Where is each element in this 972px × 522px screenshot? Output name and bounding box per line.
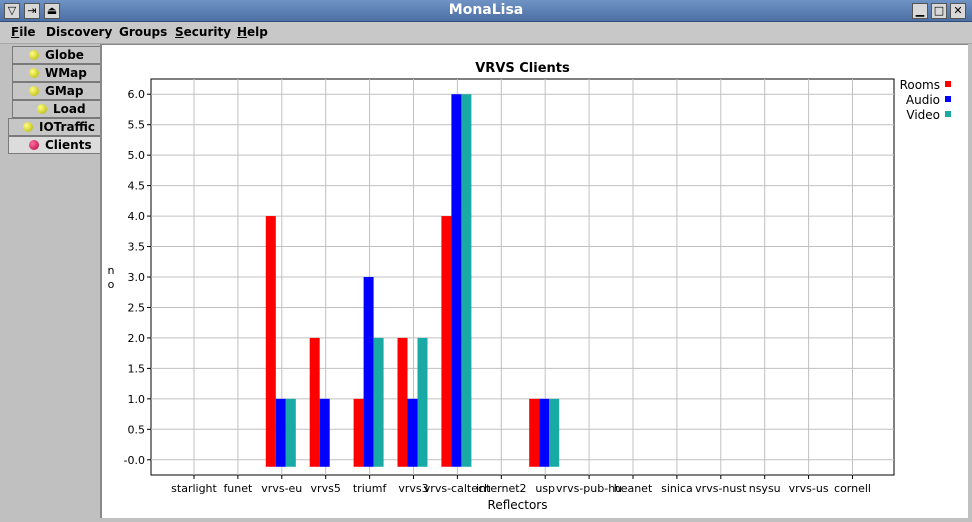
bar (451, 94, 462, 467)
legend-swatch (945, 81, 951, 87)
x-axis-label: Reflectors (488, 498, 548, 512)
bar (319, 398, 330, 467)
minimize-icon[interactable]: ▁ (912, 3, 928, 19)
maximize-icon[interactable]: □ (931, 3, 947, 19)
bar (441, 216, 452, 467)
tab-label: Globe (45, 48, 84, 62)
window-raise-icon[interactable]: ⏏ (44, 3, 60, 19)
window-shade-icon[interactable]: ⇥ (24, 3, 40, 19)
y-tick-label: 1.5 (128, 362, 146, 375)
bar (265, 216, 276, 467)
y-axis-label: n (108, 264, 115, 277)
bar (461, 94, 472, 467)
x-tick-label: vrvs5 (311, 482, 341, 495)
y-tick-label: 5.0 (128, 149, 146, 162)
menu-discovery[interactable]: Discovery (46, 25, 113, 39)
chart-title: VRVS Clients (475, 61, 570, 76)
y-axis-label: o (108, 278, 115, 291)
status-dot-icon (29, 140, 39, 150)
y-tick-label: 4.5 (128, 180, 146, 193)
tab-load[interactable]: Load (12, 100, 102, 118)
x-tick-label: vrvs-pub-hu (556, 482, 622, 495)
y-tick-label: 1.0 (128, 393, 146, 406)
bar (397, 337, 408, 467)
y-tick-label: 5.5 (128, 119, 146, 132)
close-icon[interactable]: ✕ (950, 3, 966, 19)
menu-help[interactable]: Help (237, 25, 268, 39)
menu-security[interactable]: Security (175, 25, 232, 39)
x-tick-label: vrvs-eu (261, 482, 302, 495)
bar (275, 398, 286, 467)
bar (539, 398, 550, 467)
menu-file[interactable]: File (11, 25, 36, 39)
tab-label: Load (53, 102, 86, 116)
x-tick-label: cornell (834, 482, 871, 495)
y-tick-label: 6.0 (128, 88, 146, 101)
y-tick-label: 2.0 (128, 332, 146, 345)
y-tick-label: 3.5 (128, 241, 146, 254)
legend-label: Audio (906, 93, 940, 107)
x-tick-label: starlight (171, 482, 217, 495)
legend-label: Video (906, 108, 940, 122)
legend-swatch (945, 96, 951, 102)
bar (285, 398, 296, 467)
x-tick-label: vrvs-caltech (424, 482, 491, 495)
bar (529, 398, 540, 467)
legend-swatch (945, 111, 951, 117)
bar (373, 337, 384, 467)
x-tick-label: vrvs3 (398, 482, 428, 495)
x-tick-label: internet2 (476, 482, 527, 495)
bar (309, 337, 320, 467)
view-tabs: Globe WMap GMap Load IOTraffic Clients (4, 44, 102, 518)
status-dot-icon (23, 122, 33, 132)
menu-bar: File Discovery Groups Security Help (0, 22, 972, 44)
x-tick-label: triumf (353, 482, 388, 495)
bar (549, 398, 560, 467)
tab-iotraffic[interactable]: IOTraffic (8, 118, 102, 136)
status-dot-icon (29, 50, 39, 60)
x-tick-label: sinica (661, 482, 693, 495)
y-tick-label: 4.0 (128, 210, 146, 223)
bar (353, 398, 364, 467)
window-title-bar: ▽ ⇥ ⏏ MonaLisa ▁ □ ✕ (0, 0, 972, 22)
x-tick-label: vrvs-us (789, 482, 829, 495)
y-tick-label: 3.0 (128, 271, 146, 284)
bar (407, 398, 418, 467)
tab-label: IOTraffic (39, 120, 96, 134)
status-dot-icon (37, 104, 47, 114)
tab-label: WMap (45, 66, 87, 80)
status-dot-icon (29, 86, 39, 96)
x-tick-label: funet (223, 482, 253, 495)
x-tick-label: usp (535, 482, 555, 495)
bar-chart: VRVS Clients -0.0 0.5 1.0 1.5 2.0 2.5 3.0 3.5 4.0… (108, 61, 951, 512)
x-tick-label: vrvs-nust (695, 482, 747, 495)
legend-label: Rooms (900, 78, 940, 92)
tab-clients[interactable]: Clients (8, 136, 102, 154)
tab-wmap[interactable]: WMap (12, 64, 102, 82)
bar (417, 337, 428, 467)
window-menu-icon[interactable]: ▽ (4, 3, 20, 19)
tab-label: GMap (45, 84, 84, 98)
x-tick-label: heanet (614, 482, 653, 495)
bar (363, 277, 374, 467)
tab-gmap[interactable]: GMap (12, 82, 102, 100)
y-tick-label: 0.5 (128, 423, 146, 436)
y-tick-label: -0.0 (124, 454, 145, 467)
status-dot-icon (29, 68, 39, 78)
menu-groups[interactable]: Groups (119, 25, 168, 39)
y-tick-label: 2.5 (128, 301, 146, 314)
x-tick-label: nsysu (749, 482, 781, 495)
tab-globe[interactable]: Globe (12, 46, 102, 64)
window-title: MonaLisa (448, 2, 524, 18)
chart-panel: VRVS Clients -0.0 0.5 1.0 1.5 2.0 2.5 3.0 3.5 4.0… (100, 44, 968, 518)
tab-label: Clients (45, 138, 92, 152)
